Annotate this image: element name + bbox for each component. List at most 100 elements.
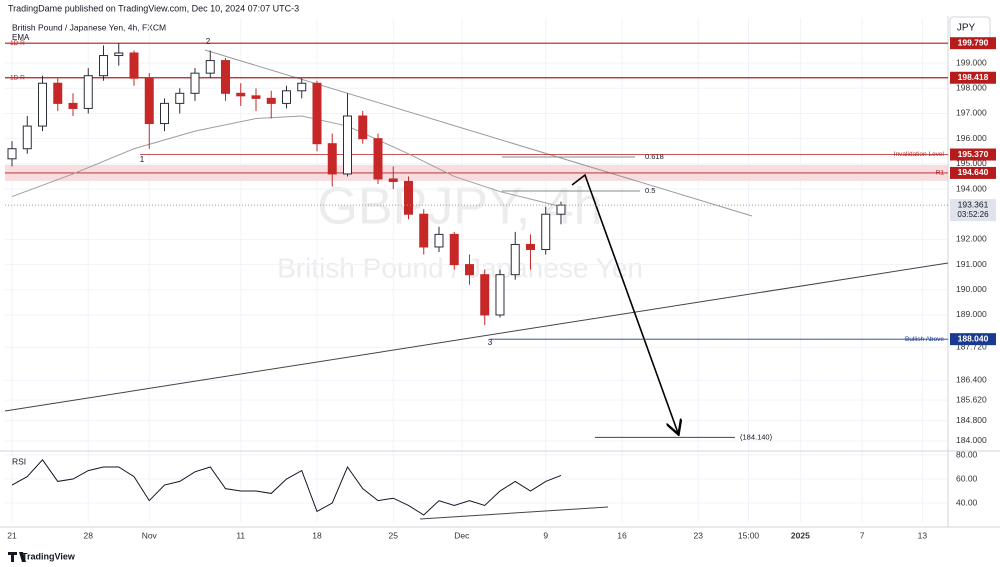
y-tick-label: 196.000 — [956, 133, 987, 143]
fib-label: 0.5 — [645, 186, 655, 195]
pivot-label: 3 — [488, 338, 493, 347]
candle-body — [541, 213, 551, 250]
pivot-label: 1 — [140, 155, 145, 164]
candle-body — [114, 52, 124, 57]
x-tick-label: 9 — [543, 530, 548, 540]
x-tick-label: 28 — [84, 530, 94, 540]
price-label-box — [950, 37, 996, 50]
candle-body — [388, 178, 398, 182]
last-price-box — [950, 199, 996, 222]
y-tick-label: 189.000 — [956, 309, 987, 319]
y-tick-label: 195.000 — [956, 158, 987, 168]
x-tick-label: 18 — [312, 530, 322, 540]
candle-body — [22, 125, 32, 150]
candle-body — [7, 148, 17, 160]
y-tick-label: 198.000 — [956, 83, 987, 93]
last-price-label: 193.361 — [958, 199, 989, 209]
candle-body — [281, 90, 291, 104]
y-tick-label: 60.00 — [956, 473, 978, 483]
level-tag: Bullish Above — [905, 336, 944, 343]
candle-body — [358, 115, 368, 140]
candle-body — [68, 102, 78, 109]
watermark-ticker: GBPJPY, 4h — [317, 178, 602, 236]
x-tick-label: 25 — [389, 530, 399, 540]
level-tag: 1D R — [10, 40, 25, 47]
y-tick-label: 197.000 — [956, 108, 987, 118]
y-tick-label: 40.00 — [956, 497, 978, 507]
candle-body — [525, 243, 535, 250]
x-tick-label: 7 — [860, 530, 865, 540]
y-tick-label: 190.000 — [956, 284, 987, 294]
candle-body — [434, 233, 444, 248]
candle-body — [205, 60, 215, 74]
x-tick-label: 23 — [693, 530, 703, 540]
footer-brand: TradingView — [22, 551, 76, 561]
currency: JPY — [957, 23, 976, 34]
x-tick-label: 15:00 — [738, 530, 760, 540]
rsi-title: RSI — [12, 456, 26, 466]
candle-body — [403, 180, 413, 215]
symbol-title: British Pound / Japanese Yen, 4h, FXCM — [12, 22, 166, 32]
candle-body — [266, 97, 276, 104]
candle-body — [480, 274, 490, 316]
candle-body — [251, 95, 261, 99]
y-tick-label: 80.00 — [956, 449, 978, 459]
candle-body — [556, 204, 566, 215]
price-label-box — [950, 71, 996, 84]
candle-body — [144, 77, 154, 125]
candle-body — [464, 264, 474, 276]
ema-line — [11, 115, 562, 208]
y-tick-label: 187.720 — [956, 341, 987, 351]
candle-body — [221, 60, 231, 94]
x-tick-label: 11 — [236, 530, 245, 540]
candle-body — [99, 55, 109, 77]
price-label: 194.640 — [958, 167, 989, 177]
price-label: 195.370 — [958, 149, 989, 159]
level-tag: Invalidation Level — [894, 151, 945, 158]
candle-body — [129, 52, 139, 79]
level-tag: 1D R — [10, 74, 25, 81]
candle-body — [236, 92, 246, 97]
candle-body — [190, 72, 200, 94]
bar-countdown: 03:52:26 — [957, 210, 989, 219]
x-tick-label: 2025 — [791, 530, 810, 540]
rsi-trendline — [419, 506, 609, 520]
candle-body — [175, 92, 185, 104]
price-label-box — [950, 166, 996, 179]
candle-body — [83, 75, 93, 109]
candle-body — [160, 102, 170, 125]
projection-arrow — [571, 173, 678, 433]
published-note: TradingDame published on TradingView.com… — [8, 3, 299, 13]
pivot-label: 2 — [206, 37, 211, 46]
x-tick-label: Dec — [454, 530, 470, 540]
x-tick-label: 13 — [918, 530, 928, 540]
y-tick-label: 186.400 — [956, 375, 987, 385]
y-tick-label: 199.000 — [956, 57, 987, 67]
fib-label: 0.618 — [645, 152, 664, 161]
watermark-name: British Pound / Japanese Yen — [277, 252, 643, 283]
price-label-box — [950, 148, 996, 161]
footer-logo — [8, 552, 26, 562]
target-label: (184.140) — [740, 432, 773, 441]
candle-body — [373, 138, 383, 180]
candle-body — [53, 82, 63, 104]
x-tick-label: 16 — [617, 530, 627, 540]
ascending-trendline — [4, 262, 949, 412]
x-tick-label: 21 — [7, 530, 17, 540]
y-tick-label: 184.800 — [956, 415, 987, 425]
candle-body — [312, 82, 322, 145]
candle-body — [327, 143, 337, 175]
price-label: 199.790 — [958, 37, 989, 47]
indicator-name: EMA — [12, 33, 30, 42]
rsi-line — [11, 459, 562, 516]
candle-body — [38, 82, 48, 127]
price-label: 198.418 — [958, 72, 989, 82]
y-tick-label: 191.000 — [956, 259, 987, 269]
y-tick-label: 184.000 — [956, 435, 987, 445]
y-tick-label: 194.000 — [956, 183, 987, 193]
price-label-box — [950, 333, 996, 346]
candle-body — [297, 82, 307, 92]
x-tick-label: Nov — [142, 530, 158, 540]
y-tick-label: 192.000 — [956, 234, 987, 244]
